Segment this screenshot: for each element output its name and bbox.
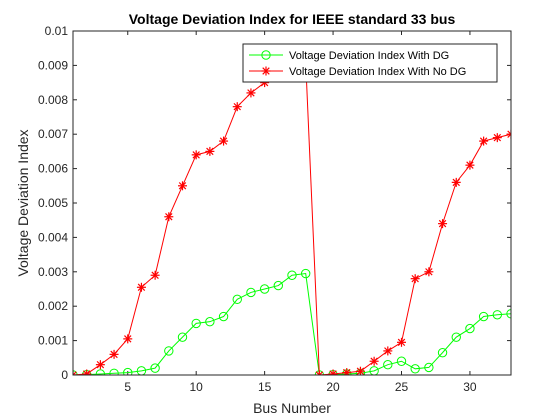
data-point bbox=[218, 311, 229, 322]
data-point bbox=[437, 347, 448, 358]
x-tick-label: 30 bbox=[463, 380, 477, 394]
y-axis-label: Voltage Deviation Index bbox=[15, 129, 31, 276]
axis-ticks: 5 10 15 20 25 30 0 0.001 0.002 0.003 0.004 0.005 0.0… bbox=[38, 24, 511, 394]
chart-title: Voltage Deviation Index for IEEE standar… bbox=[129, 11, 456, 27]
x-tick-label: 20 bbox=[326, 380, 340, 394]
x-tick-label: 10 bbox=[190, 380, 204, 394]
data-point bbox=[123, 334, 133, 344]
x-tick-label: 5 bbox=[124, 380, 131, 394]
legend-label: Voltage Deviation Index With No DG bbox=[289, 66, 466, 78]
legend-marker bbox=[261, 50, 271, 60]
x-tick-label: 25 bbox=[395, 380, 409, 394]
data-point bbox=[451, 332, 461, 342]
data-point bbox=[191, 150, 201, 160]
data-point bbox=[164, 212, 174, 222]
data-point bbox=[219, 136, 229, 146]
data-point bbox=[177, 332, 188, 342]
data-point bbox=[205, 146, 215, 156]
x-tick-label: 15 bbox=[258, 380, 272, 394]
data-point bbox=[424, 267, 434, 277]
series-layer bbox=[73, 57, 511, 375]
data-point bbox=[191, 318, 201, 329]
axes-box bbox=[72, 30, 512, 376]
data-point bbox=[314, 370, 324, 375]
data-point bbox=[136, 282, 146, 292]
data-point bbox=[287, 270, 297, 280]
data-point bbox=[123, 367, 133, 375]
data-point bbox=[383, 359, 393, 370]
data-point bbox=[95, 360, 105, 370]
y-tick-label: 0.004 bbox=[38, 230, 68, 244]
y-tick-label: 0.006 bbox=[38, 162, 68, 176]
data-point bbox=[492, 133, 502, 143]
data-point bbox=[479, 136, 489, 146]
data-point bbox=[232, 294, 242, 305]
data-point bbox=[259, 284, 270, 294]
data-point bbox=[465, 160, 475, 170]
data-point bbox=[396, 356, 407, 366]
data-point bbox=[451, 177, 461, 187]
y-tick-label: 0.002 bbox=[38, 299, 68, 313]
legend-item: Voltage Deviation Index With No DG bbox=[249, 66, 466, 78]
y-tick-label: 0.009 bbox=[38, 58, 68, 72]
data-point bbox=[369, 356, 379, 366]
y-tick-label: 0.01 bbox=[45, 24, 69, 38]
data-point bbox=[246, 287, 256, 298]
y-tick-label: 0.007 bbox=[38, 127, 68, 141]
plot-area bbox=[73, 31, 511, 375]
x-axis-label: Bus Number bbox=[253, 400, 331, 416]
legend-item: Voltage Deviation Index With DG bbox=[249, 50, 449, 62]
data-point bbox=[478, 311, 489, 322]
legend-box bbox=[242, 43, 498, 83]
data-point bbox=[273, 280, 284, 291]
data-point bbox=[136, 366, 147, 375]
data-point bbox=[246, 88, 256, 98]
data-point bbox=[369, 366, 379, 375]
legend: Voltage Deviation Index With DG Voltage D… bbox=[242, 43, 498, 83]
data-point bbox=[410, 364, 420, 374]
data-point bbox=[328, 369, 338, 375]
data-point bbox=[383, 346, 393, 356]
y-tick-label: 0.001 bbox=[38, 334, 68, 348]
data-point bbox=[465, 323, 475, 334]
data-point bbox=[424, 362, 434, 373]
data-point bbox=[150, 270, 160, 280]
y-tick-label: 0.008 bbox=[38, 93, 68, 107]
data-point bbox=[300, 268, 311, 279]
data-point bbox=[506, 129, 511, 139]
data-point bbox=[232, 102, 242, 112]
y-tick-label: 0 bbox=[61, 368, 68, 382]
y-tick-label: 0.003 bbox=[38, 265, 68, 279]
data-point bbox=[178, 181, 187, 191]
data-point bbox=[397, 337, 406, 347]
data-point bbox=[205, 316, 215, 327]
data-point bbox=[164, 346, 174, 356]
data-point bbox=[82, 369, 92, 375]
data-point bbox=[410, 274, 420, 284]
data-point bbox=[109, 349, 119, 359]
data-point bbox=[492, 310, 503, 320]
data-point bbox=[95, 369, 106, 375]
series-no-dg bbox=[73, 57, 511, 375]
data-point bbox=[355, 366, 365, 375]
legend-label: Voltage Deviation Index With DG bbox=[289, 50, 449, 62]
data-point bbox=[73, 370, 78, 375]
data-point bbox=[150, 363, 160, 373]
legend-marker bbox=[261, 66, 271, 76]
data-point bbox=[109, 368, 119, 375]
y-tick-label: 0.005 bbox=[38, 196, 68, 210]
data-point bbox=[438, 219, 448, 229]
